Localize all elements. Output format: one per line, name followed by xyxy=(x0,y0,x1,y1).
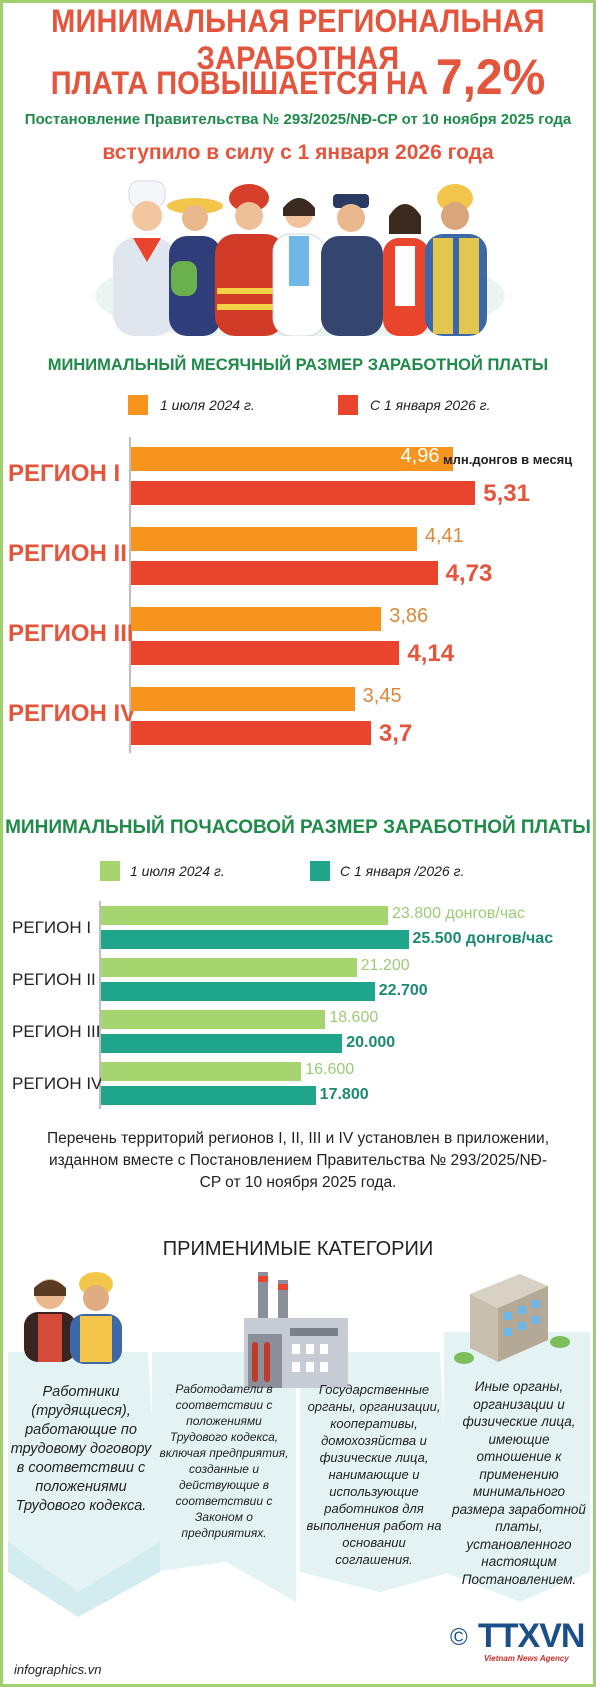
category-workers: Работники (трудящиеся), работающие по тр… xyxy=(10,1384,152,1514)
data-label: 4,14 xyxy=(407,640,455,667)
categories-background xyxy=(8,1272,590,1617)
farmer-figure xyxy=(167,198,223,336)
data-label: 4,73 xyxy=(445,560,493,587)
hourly-section-title: МИНИМАЛЬНЫЙ ПОЧАСОВОЙ РАЗМЕР ЗАРАБОТНОЙ … xyxy=(5,817,591,838)
legend-label-2026-hourly: С 1 января /2026 г. xyxy=(340,863,465,879)
region-label: РЕГИОН IV xyxy=(12,1074,103,1093)
bar xyxy=(131,447,453,471)
bar xyxy=(131,561,438,585)
region-label: РЕГИОН II xyxy=(8,540,127,567)
monthly-section-title: МИНИМАЛЬНЫЙ МЕСЯЧНЫЙ РАЗМЕР ЗАРАБОТНОЙ П… xyxy=(47,356,549,374)
region-label: РЕГИОН III xyxy=(12,1022,101,1041)
office-building-icon xyxy=(454,1274,570,1364)
data-label: 3,7 xyxy=(378,720,413,747)
legend-swatch-2026 xyxy=(338,395,358,415)
bar xyxy=(101,1062,302,1081)
legend-label-2026: С 1 января 2026 г. xyxy=(370,397,491,413)
firefighter-figure xyxy=(215,184,285,336)
police-figure xyxy=(321,194,383,336)
category-employers: Работодатели в соответствии с положениям… xyxy=(159,1382,289,1540)
monthly-unit-label: млн.донгов в месяц xyxy=(443,452,573,467)
legend-swatch-2024 xyxy=(128,395,148,415)
bar xyxy=(131,721,371,745)
bar xyxy=(101,1086,316,1105)
workers-illustration xyxy=(95,180,505,336)
bar xyxy=(131,641,400,665)
title-text: ПЛАТА ПОВЫШАЕТСЯ НА xyxy=(50,66,428,102)
workers-icon xyxy=(24,1272,122,1364)
data-label: 23.800 донгов/час xyxy=(392,905,526,922)
data-label: 4,41 xyxy=(424,525,464,547)
page-title-line2: ПЛАТА ПОВЫШАЕТСЯ НА 7,2% xyxy=(0,49,596,106)
region-label: РЕГИОН II xyxy=(12,970,96,989)
bar xyxy=(131,481,476,505)
data-label: 20.000 xyxy=(346,1034,396,1051)
region-label: РЕГИОН I xyxy=(8,460,121,487)
decree-text: Постановление Правительства № 293/2025/N… xyxy=(24,111,572,128)
bar xyxy=(101,930,409,949)
data-label: 3,86 xyxy=(389,605,429,627)
region-label: РЕГИОН IV xyxy=(8,700,137,727)
data-label: 16.600 xyxy=(305,1061,355,1078)
copyright-symbol: © xyxy=(450,1624,468,1651)
data-label: 21.200 xyxy=(360,957,410,974)
title-percent: 7,2% xyxy=(435,49,546,106)
data-label: 5,31 xyxy=(483,480,530,507)
categories-title: ПРИМЕНИМЫЕ КАТЕГОРИИ xyxy=(162,1238,434,1260)
region-label: РЕГИОН III xyxy=(8,620,134,647)
chef-figure xyxy=(113,180,177,336)
ttxvn-logo-subtitle: Vietnam News Agency xyxy=(484,1654,569,1663)
regions-note: Перечень территорий регионов I, II, III … xyxy=(46,1130,550,1191)
legend-label-2024-hourly: 1 июля 2024 г. xyxy=(130,863,225,879)
bar xyxy=(101,958,357,977)
construction-worker-figure xyxy=(425,184,487,336)
legend-swatch-2026-hourly xyxy=(310,861,330,881)
hourly-axis xyxy=(99,901,101,1109)
ttxvn-logo: TTXVN xyxy=(478,1617,585,1655)
bar xyxy=(131,527,417,551)
effective-date: вступило в силу с 1 января 2026 года xyxy=(102,141,494,164)
region-label: РЕГИОН I xyxy=(12,918,92,937)
legend-label-2024: 1 июля 2024 г. xyxy=(160,397,255,413)
office-worker-figure xyxy=(383,204,429,336)
data-label: 17.800 xyxy=(319,1086,369,1103)
data-label: 25.500 донгов/час xyxy=(412,930,554,947)
bar xyxy=(101,1034,343,1053)
bar xyxy=(131,687,355,711)
source-label: infographics.vn xyxy=(14,1662,102,1677)
doctor-figure xyxy=(272,198,326,336)
bar xyxy=(101,1010,326,1029)
data-label: 4,96 xyxy=(400,445,440,467)
category-other: Иные органы, организации и физические ли… xyxy=(452,1379,586,1587)
bar xyxy=(101,982,375,1001)
page-title: МИНИМАЛЬНАЯ РЕГИОНАЛЬНАЯ ЗАРАБОТНАЯ xyxy=(51,4,545,77)
data-label: 3,45 xyxy=(362,685,402,707)
category-state-agencies: Государственные органы, организации, коо… xyxy=(306,1382,442,1567)
monthly-axis xyxy=(129,437,131,753)
factory-icon xyxy=(244,1272,348,1388)
legend-swatch-2024-hourly xyxy=(100,861,120,881)
data-label: 18.600 xyxy=(329,1009,379,1026)
bar xyxy=(101,906,389,925)
bar xyxy=(131,607,382,631)
data-label: 22.700 xyxy=(378,982,428,999)
